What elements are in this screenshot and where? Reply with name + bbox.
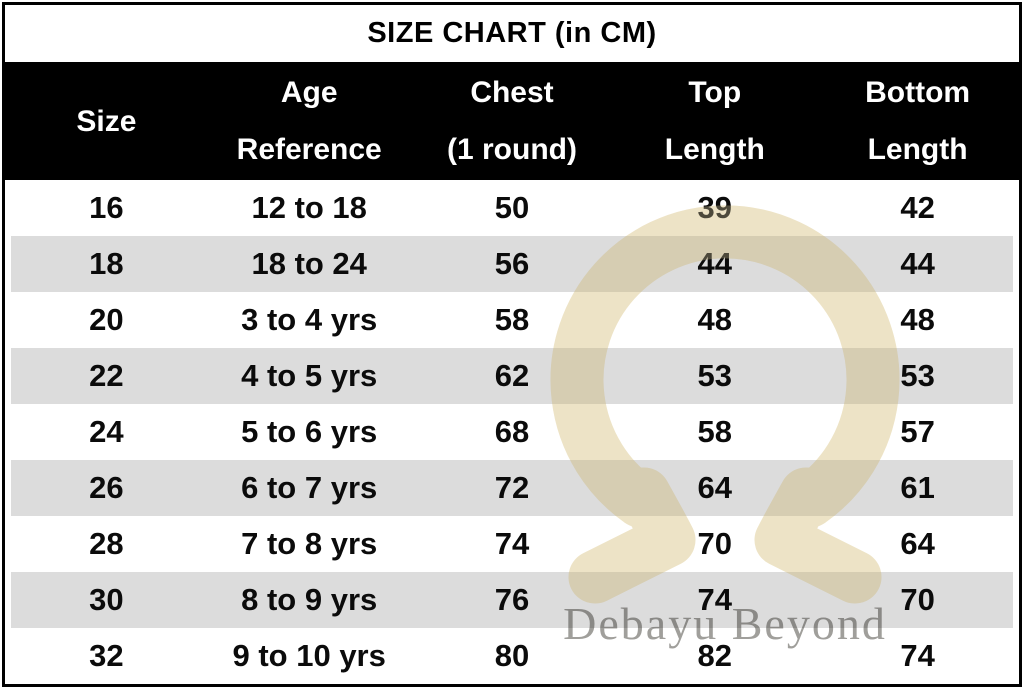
cell-top-length: 70 [697, 526, 733, 561]
cell-top-length: 44 [697, 246, 733, 281]
chart-title: SIZE CHART (in CM) [367, 17, 657, 49]
cell-age-reference: 3 to 4 yrs [241, 302, 378, 337]
cell-size: 30 [89, 582, 124, 617]
cell-bottom-length: 53 [900, 358, 935, 393]
column-header-bottom-length: Bottom Length [816, 62, 1019, 180]
cell-bottom-length: 57 [900, 414, 935, 449]
cell-bottom-length: 42 [900, 190, 935, 225]
column-header-label: Age [280, 76, 338, 109]
column-header-top-length: Top Length [613, 62, 816, 180]
cell-bottom-length: 70 [900, 582, 935, 617]
column-header-label: Chest [470, 76, 554, 109]
column-header-label: Length [867, 133, 968, 166]
cell-top-length: 64 [697, 470, 733, 505]
column-header-label: (1 round) [447, 133, 577, 166]
cell-bottom-length: 61 [900, 470, 935, 505]
cell-age-reference: 7 to 8 yrs [241, 526, 378, 561]
cell-age-reference: 8 to 9 yrs [241, 582, 378, 617]
cell-top-length: 48 [697, 302, 733, 337]
column-header-size: Size [5, 62, 208, 180]
cell-chest: 76 [494, 582, 530, 617]
table-row: 24 5 to 6 yrs 68 58 57 [5, 404, 1019, 460]
table-row: 26 6 to 7 yrs 72 64 61 [5, 460, 1019, 516]
cell-size: 18 [89, 246, 124, 281]
cell-size: 16 [89, 190, 124, 225]
cell-chest: 50 [494, 190, 530, 225]
cell-size: 24 [89, 414, 124, 449]
table-row: 20 3 to 4 yrs 58 48 48 [5, 292, 1019, 348]
column-header-age-reference: Age Reference [208, 62, 411, 180]
table-header: Size Age Reference Chest (1 round) Top L… [5, 62, 1019, 180]
cell-age-reference: 5 to 6 yrs [241, 414, 378, 449]
cell-bottom-length: 48 [900, 302, 935, 337]
cell-size: 28 [89, 526, 124, 561]
column-header-label: Size [76, 104, 137, 138]
cell-top-length: 74 [697, 582, 733, 617]
cell-age-reference: 18 to 24 [251, 246, 367, 281]
table-row: 22 4 to 5 yrs 62 53 53 [5, 348, 1019, 404]
cell-chest: 80 [494, 638, 530, 673]
cell-chest: 56 [494, 246, 530, 281]
table-row: 30 8 to 9 yrs 76 74 70 [5, 572, 1019, 628]
column-header-label: Bottom [865, 76, 971, 109]
cell-chest: 68 [494, 414, 530, 449]
cell-chest: 62 [494, 358, 530, 393]
table-row: 16 12 to 18 50 39 42 [5, 180, 1019, 236]
cell-top-length: 58 [697, 414, 733, 449]
cell-top-length: 53 [697, 358, 733, 393]
cell-size: 26 [89, 470, 124, 505]
column-header-chest: Chest (1 round) [411, 62, 614, 180]
table-row: 18 18 to 24 56 44 44 [5, 236, 1019, 292]
cell-age-reference: 4 to 5 yrs [241, 358, 378, 393]
column-header-label: Top [688, 76, 742, 109]
cell-bottom-length: 74 [900, 638, 935, 673]
column-header-label: Reference [236, 133, 382, 166]
cell-bottom-length: 64 [900, 526, 935, 561]
cell-age-reference: 12 to 18 [251, 190, 367, 225]
table-row: 32 9 to 10 yrs 80 82 74 [5, 628, 1019, 684]
table-row: 28 7 to 8 yrs 74 70 64 [5, 516, 1019, 572]
cell-bottom-length: 44 [900, 246, 935, 281]
cell-size: 32 [89, 638, 124, 673]
cell-chest: 58 [494, 302, 530, 337]
cell-age-reference: 6 to 7 yrs [241, 470, 378, 505]
column-header-label: Length [664, 133, 765, 166]
cell-size: 22 [89, 358, 124, 393]
cell-age-reference: 9 to 10 yrs [232, 638, 386, 673]
cell-size: 20 [89, 302, 124, 337]
cell-chest: 74 [494, 526, 530, 561]
cell-top-length: 82 [697, 638, 733, 673]
table-body: 16 12 to 18 50 39 42 18 18 to 24 56 44 44 20 3 to 4… [5, 180, 1019, 684]
cell-chest: 72 [494, 470, 530, 505]
cell-top-length: 39 [697, 190, 733, 225]
